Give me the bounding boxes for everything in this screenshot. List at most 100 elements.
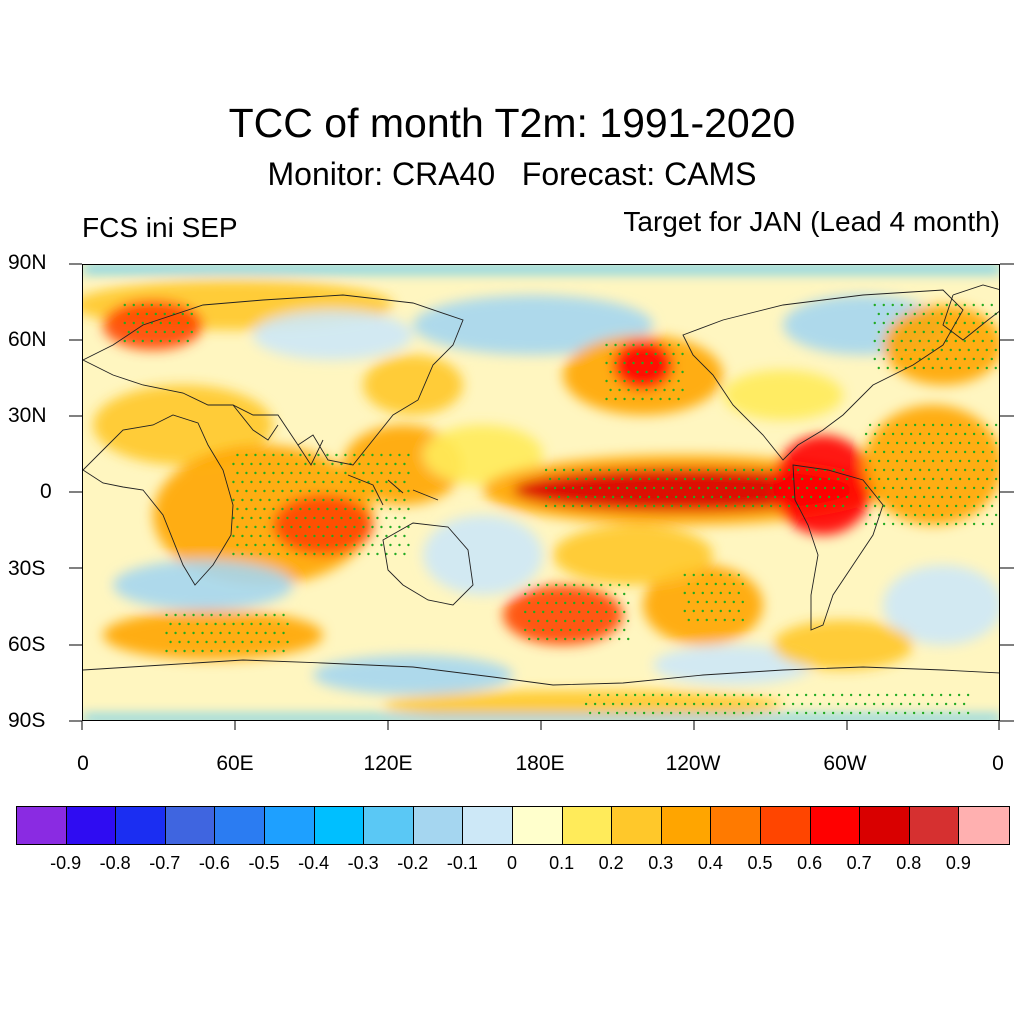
significance-dot [371, 543, 374, 547]
significance-dot [918, 468, 922, 472]
significance-dot [571, 468, 575, 472]
significance-dot [555, 583, 558, 587]
significance-dot [600, 619, 603, 623]
significance-dot [994, 423, 998, 427]
significance-dot [232, 534, 235, 538]
significance-dot [958, 330, 961, 334]
significance-dot [895, 348, 898, 352]
significance-dot [562, 468, 566, 472]
significance-dot [836, 495, 840, 499]
significance-dot [652, 504, 656, 508]
significance-dot [633, 693, 637, 697]
significance-dot [963, 303, 966, 307]
significance-dot [913, 348, 916, 352]
significance-dot [723, 693, 727, 697]
significance-dot [403, 534, 406, 538]
significance-dot [624, 711, 628, 715]
significance-dot [715, 468, 719, 472]
significance-dot [290, 543, 293, 547]
significance-dot [921, 693, 925, 697]
significance-dot [598, 486, 602, 490]
significance-dot [602, 477, 606, 481]
significance-dot [349, 516, 352, 520]
significance-dot [688, 504, 692, 508]
significance-dot [250, 462, 253, 466]
significance-dot [380, 507, 383, 511]
significance-dot [132, 321, 135, 325]
significance-dot [394, 552, 397, 556]
significance-dot [616, 486, 620, 490]
significance-dot [245, 543, 248, 547]
significance-dot [985, 330, 988, 334]
significance-dot [641, 397, 644, 401]
significance-dot [877, 312, 880, 316]
significance-dot [281, 489, 284, 493]
significance-dot [627, 619, 630, 623]
significance-dot [304, 534, 307, 538]
significance-dot [587, 592, 590, 596]
significance-dot [367, 462, 370, 466]
colorbar-swatch [66, 807, 117, 844]
significance-dot [945, 321, 948, 325]
significance-dot [228, 631, 231, 635]
significance-dot [290, 471, 293, 475]
significance-dot [308, 471, 311, 475]
significance-dot [773, 702, 777, 706]
significance-dot [625, 486, 629, 490]
significance-dot [972, 321, 975, 325]
lon-label-0: 0 [77, 752, 89, 775]
significance-dot [985, 477, 989, 481]
correlation-patch [513, 468, 853, 512]
significance-dot [623, 379, 626, 383]
significance-dot [936, 486, 940, 490]
significance-dot [232, 516, 235, 520]
significance-dot [241, 534, 244, 538]
significance-dot [990, 321, 993, 325]
significance-dot [537, 619, 540, 623]
significance-dot [551, 628, 554, 632]
significance-dot [600, 637, 603, 641]
significance-dot [710, 702, 714, 706]
significance-dot [858, 693, 862, 697]
significance-dot [533, 610, 536, 614]
significance-dot [867, 711, 871, 715]
significance-dot [335, 489, 338, 493]
significance-dot [602, 702, 606, 706]
significance-dot [201, 613, 204, 617]
significance-dot [596, 628, 599, 632]
significance-dot [719, 591, 722, 595]
significance-dot [629, 702, 633, 706]
significance-dot [724, 504, 728, 508]
significance-dot [873, 339, 876, 343]
significance-dot [697, 468, 701, 472]
significance-dot [331, 552, 334, 556]
significance-dot [524, 610, 527, 614]
significance-dot [737, 495, 741, 499]
significance-dot [268, 498, 271, 502]
significance-dot [376, 516, 379, 520]
significance-dot [719, 573, 722, 577]
significance-dot [268, 552, 271, 556]
significance-dot [867, 693, 871, 697]
significance-dot [715, 486, 719, 490]
significance-dot [904, 495, 908, 499]
significance-dot [909, 321, 912, 325]
significance-dot [177, 339, 180, 343]
significance-dot [290, 489, 293, 493]
significance-dot [864, 450, 868, 454]
significance-dot [876, 693, 880, 697]
significance-dot [840, 711, 844, 715]
significance-dot [904, 477, 908, 481]
significance-dot [272, 543, 275, 547]
significance-dot [643, 504, 647, 508]
significance-dot [773, 477, 777, 481]
significance-dot [913, 366, 916, 370]
significance-dot [268, 622, 271, 626]
significance-dot [596, 592, 599, 596]
significance-dot [255, 649, 258, 653]
significance-dot [569, 610, 572, 614]
significance-dot [643, 468, 647, 472]
significance-dot [900, 432, 904, 436]
significance-dot [900, 339, 903, 343]
significance-dot [832, 504, 836, 508]
